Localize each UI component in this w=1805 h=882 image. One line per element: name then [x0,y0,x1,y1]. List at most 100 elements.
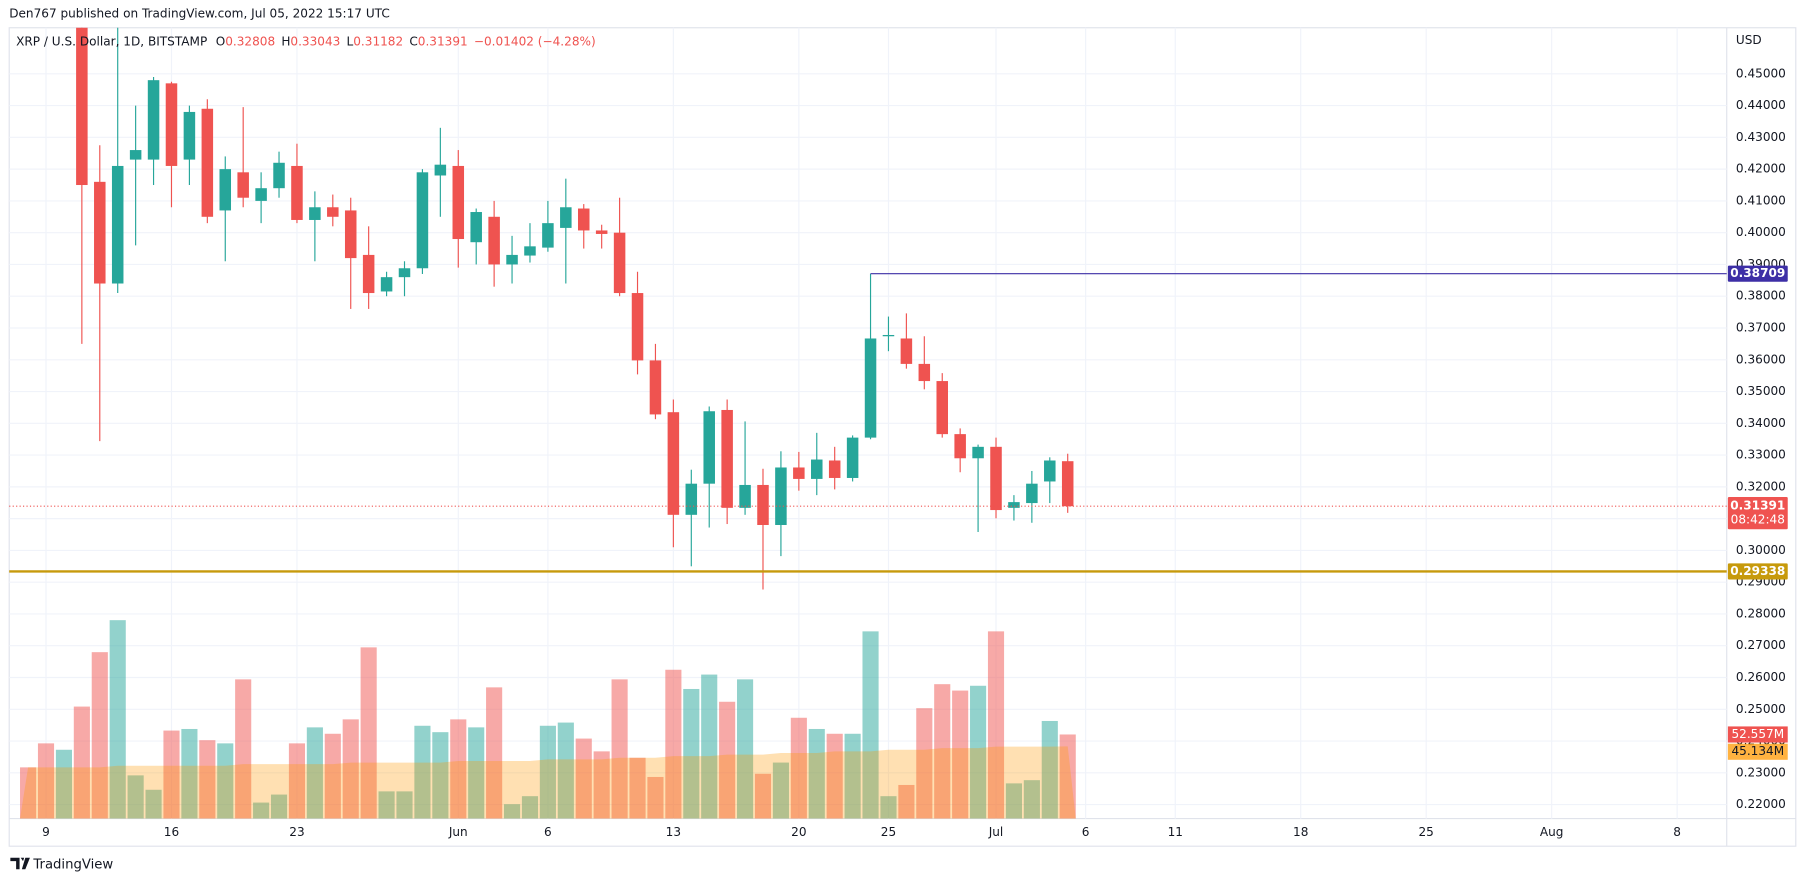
candle-body [882,334,895,337]
volume-bar [934,684,951,819]
volume-bar [772,762,789,819]
volume-bar [970,685,987,819]
volume-bar [629,757,646,819]
candle-body [721,409,733,508]
volume-bar [468,727,485,819]
volume-bar [1023,780,1040,819]
symbol: XRP / U.S. Dollar, 1D, BITSTAMP [16,34,207,48]
x-tick-label: 16 [164,825,179,839]
y-tick-label: 0.45000 [1736,66,1786,80]
legend-low: 0.31182 [353,34,403,48]
y-tick-label: 0.40000 [1736,225,1786,239]
candle-body [344,210,357,259]
x-tick-label: 20 [791,825,806,839]
candle-body [775,467,787,525]
volume-bar [396,791,413,819]
candle-body [76,27,88,186]
volume-bar [37,743,55,819]
y-tick-label: 0.38000 [1736,289,1786,303]
legend-open-label: O [216,34,226,48]
volume-bar [288,743,306,819]
candle-body [147,80,160,160]
y-tick-label: 0.25000 [1736,702,1786,716]
volume-bar [1041,720,1058,819]
candle-body [757,484,769,525]
volume-bar [826,733,843,819]
legend-high: 0.33043 [290,34,340,48]
y-tick-label: 0.34000 [1736,416,1786,430]
candle-body [488,216,500,265]
candle-body [739,484,751,508]
x-tick-label: 8 [1673,825,1681,839]
candle-body [685,483,698,515]
candle-body [398,268,411,278]
candle-body [309,207,321,220]
symbol-legend: XRP / U.S. Dollar, 1D, BITSTAMP O0.32808… [16,34,596,48]
currency: USD [1736,33,1762,47]
x-tick-label: 6 [544,825,552,839]
volume-tag [1727,726,1788,743]
volume-bar [432,732,449,819]
x-tick-label: Aug [1540,825,1564,839]
candle-body [452,165,465,240]
legend-low-label: L [347,34,354,48]
candle-body [828,460,841,478]
candle-body [506,254,518,265]
x-tick-label: Jul [988,825,1004,839]
candle-body [703,411,715,484]
candle-body [631,293,644,361]
candle-body [201,108,214,217]
candle-body [255,188,267,201]
volume-bar [647,776,664,819]
y-tick-label: 0.42000 [1736,162,1786,176]
candle-body [183,111,196,160]
volume-bar [575,738,592,819]
candle-body [954,434,966,459]
volume-ma-tag-label: 45.134M [1731,744,1784,758]
volume-bar [199,740,216,819]
candle-body [560,207,572,228]
candle-body [1026,483,1038,504]
candle-body [380,277,393,292]
price-tag [1727,497,1788,530]
candle-body [990,446,1002,511]
candle-body [219,169,232,211]
author-line: Den767 published on TradingView.com, Jul… [9,6,390,20]
candle-body [936,381,948,435]
footer-logo: TradingView [10,858,113,873]
volume-bar [73,706,90,819]
volume-bar [55,749,72,819]
price-tag [1727,265,1788,282]
y-tick-label: 0.27000 [1736,638,1786,652]
footer-brand: TradingView [32,858,113,873]
candle-body [811,459,823,479]
volume-bar [306,727,323,819]
candle-body [577,208,590,231]
volume-bar [360,647,377,819]
price-tag-label: 0.29338 [1730,564,1785,578]
volume-bar [20,767,37,819]
candle-body [237,172,249,198]
volume-bar [342,719,359,819]
candle-body [291,165,303,220]
volume-ma-tag [1727,743,1788,760]
legend-change: −0.01402 (−4.28%) [474,34,596,48]
volume-bar [1059,734,1076,819]
y-tick-label: 0.28000 [1736,606,1786,620]
x-tick-label: 9 [42,825,50,839]
volume-bar [145,789,162,819]
candle-body [918,363,931,382]
volume-bar [1005,783,1022,819]
candle-body [362,254,375,294]
candle-body [273,162,285,189]
volume-bar [880,796,897,819]
candle-body [524,246,536,256]
volume-bar [109,620,126,819]
y-tick-label: 0.43000 [1736,130,1786,144]
plot-area [20,27,1076,819]
candle-body [1061,461,1074,507]
countdown: 08:42:48 [1731,513,1785,527]
volume-bar [450,719,467,819]
candle-body [111,165,124,284]
